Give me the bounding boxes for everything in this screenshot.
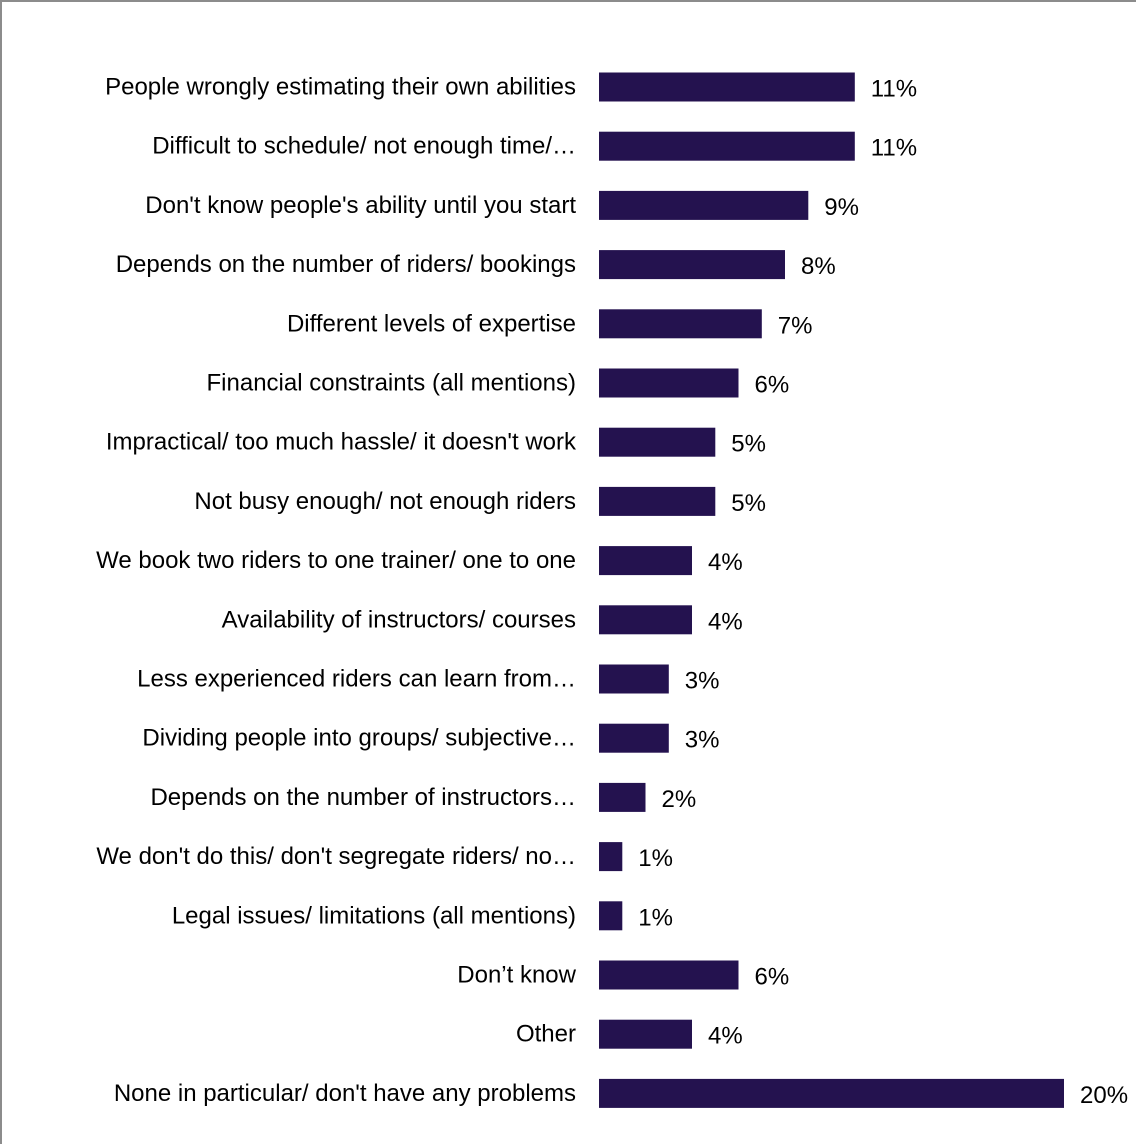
value-label: 8% [801,253,836,280]
category-label: Legal issues/ limitations (all mentions) [172,902,576,929]
value-label: 11% [871,76,917,103]
category-label: Depends on the number of riders/ booking… [116,251,576,278]
value-label: 3% [685,668,720,695]
category-label: Don’t know [457,962,576,989]
bar [599,368,739,398]
value-label: 11% [871,135,917,162]
category-label: Difficult to schedule/ not enough time/… [152,133,576,160]
bar [599,72,855,102]
category-labels-group: People wrongly estimating their own abil… [96,74,577,1107]
value-label: 6% [755,964,790,991]
bar [599,605,692,635]
value-labels-group: 11% 11% 9% 8% 7% 6% 5% 5% 4% 4% 3% 3% 2% 1% 1% 6% 4% 20% [638,76,1128,1109]
value-label: 3% [685,727,720,754]
value-label: 1% [638,904,673,931]
category-label: Not busy enough/ not enough riders [194,488,576,515]
category-label: People wrongly estimating their own abil… [105,74,576,101]
bar [599,190,809,220]
value-label: 5% [731,490,766,517]
bar [599,546,692,576]
bar [599,842,623,872]
value-label: 4% [708,1023,743,1050]
category-label: Other [516,1021,576,1048]
category-label: Less experienced riders can learn from… [137,666,576,693]
category-label: We book two riders to one trainer/ one t… [96,547,576,574]
category-label: Depends on the number of instructors… [150,784,576,811]
bar [599,1019,692,1049]
value-label: 20% [1080,1082,1128,1109]
bar [599,782,646,812]
bar [599,960,739,990]
bar [599,1078,1064,1108]
value-label: 7% [778,312,813,339]
value-label: 9% [824,194,859,221]
category-label: None in particular/ don't have any probl… [114,1080,576,1107]
category-label: Different levels of expertise [287,310,576,337]
bar [599,723,669,753]
bars-group [599,72,1064,1108]
bar [599,664,669,694]
value-label: 4% [708,608,743,635]
bar [599,901,623,931]
bar [599,250,785,280]
bar [599,427,716,457]
value-label: 6% [755,372,790,399]
value-label: 1% [638,845,673,872]
bar [599,309,762,339]
category-label: Financial constraints (all mentions) [207,370,576,397]
value-label: 5% [731,431,766,458]
bar [599,131,855,161]
category-label: Impractical/ too much hassle/ it doesn't… [106,429,577,456]
category-label: Dividing people into groups/ subjective… [142,725,576,752]
category-label: We don't do this/ don't segregate riders… [96,843,576,870]
category-label: Don't know people's ability until you st… [145,192,576,219]
category-label: Availability of instructors/ courses [222,606,576,633]
bar [599,486,716,516]
value-label: 2% [662,786,697,813]
value-label: 4% [708,549,743,576]
